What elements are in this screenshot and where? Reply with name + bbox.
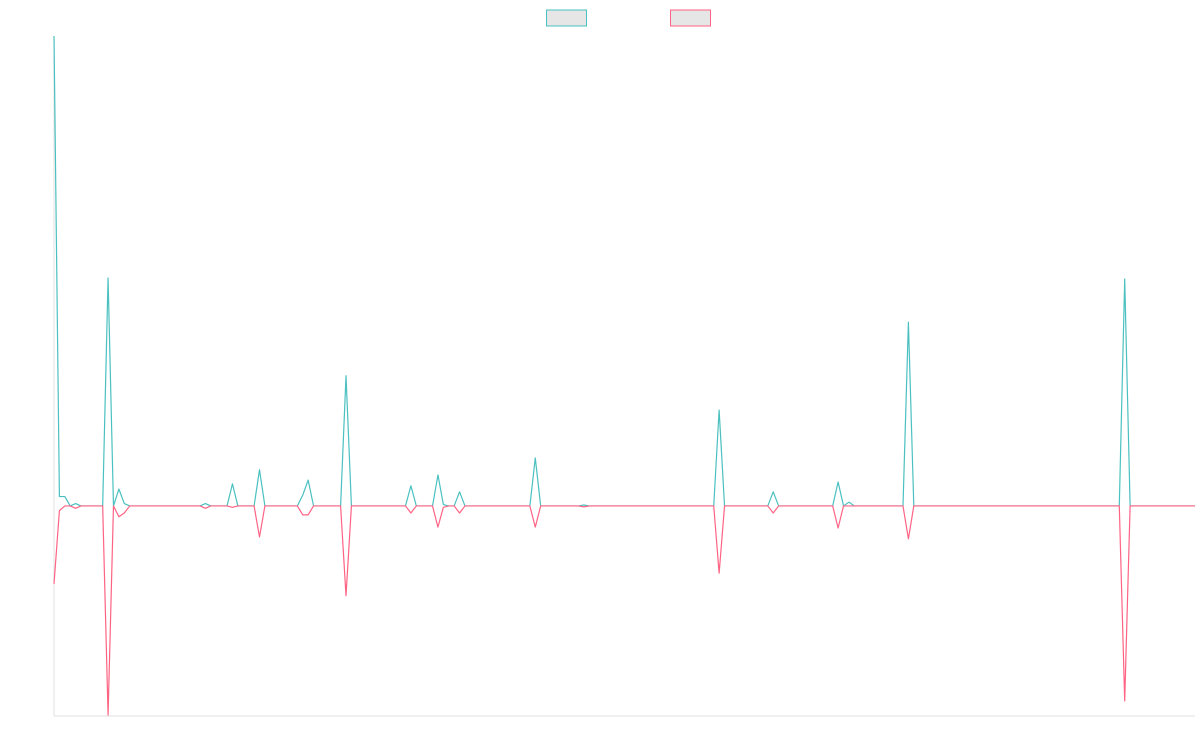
legend-swatch: [670, 9, 711, 27]
legend-swatch: [546, 9, 587, 27]
line-series: [53, 35, 1195, 507]
line-series: [53, 505, 1195, 716]
